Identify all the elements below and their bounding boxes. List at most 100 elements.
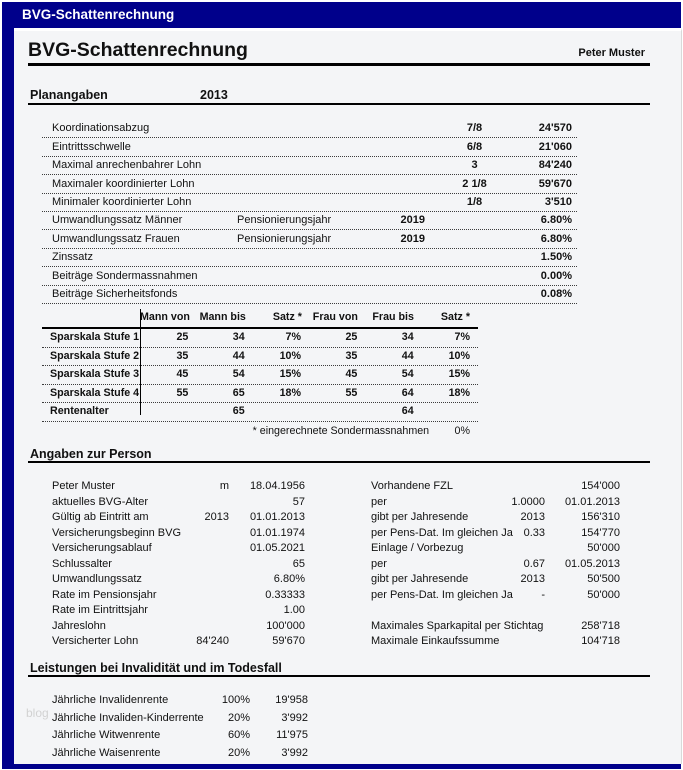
- page-title: BVG-Schattenrechnung: [28, 39, 248, 61]
- person-row-value: 65: [292, 557, 305, 570]
- person-row-value: 156'310: [581, 511, 620, 523]
- person-row-label: Versicherungsablauf: [52, 542, 152, 554]
- plan-row-middle: Pensionierungsjahr: [237, 214, 332, 227]
- cell-mann-von: 25: [176, 331, 189, 343]
- person-row-value: 258'718: [581, 619, 620, 632]
- section-title-person: Angaben zur Person: [30, 447, 152, 461]
- person-row-value: 1.00: [283, 604, 305, 616]
- person-row-middle: 2013: [204, 511, 229, 523]
- person-row-middle: -: [541, 588, 545, 601]
- person-row-label: Jahreslohn: [52, 619, 106, 632]
- person-row-value: 01.01.2013: [249, 511, 305, 523]
- plan-row-value: 0.08%: [540, 287, 572, 300]
- cell-frau-bis: 44: [401, 349, 414, 362]
- benefit-row-label: Jährliche Witwenrente: [52, 729, 161, 741]
- plan-row-middle: Pensionierungsjahr: [237, 232, 332, 245]
- benefit-row-label: Jährliche Invaliden-Kinderrente: [52, 711, 204, 724]
- plan-year: 2013: [200, 88, 228, 102]
- cell-frau-bis: 64: [401, 405, 414, 418]
- person-row-value: 01.01.1974: [249, 526, 305, 539]
- benefit-row-percent: 100%: [221, 694, 250, 706]
- person-row: per Pens-Dat. Im gleichen Ja 0.33 154'77…: [371, 526, 625, 542]
- person-row-value: 154'770: [581, 526, 620, 539]
- plan-table-row: Maximal anrechenbahrer Lohn 3 84'240: [42, 157, 577, 176]
- plan-row-factor: 1/8: [466, 196, 483, 208]
- person-name: Peter Muster: [578, 47, 645, 59]
- sparskala-divider-line: [140, 309, 141, 415]
- person-row: Schlussalter 65: [42, 557, 310, 573]
- plan-row-label: Zinssatz: [52, 251, 93, 264]
- plan-table-row: Eintrittsschwelle 6/8 21'060: [42, 138, 577, 157]
- cell-frau-bis: 34: [401, 331, 414, 343]
- person-row-middle: 2013: [520, 573, 545, 585]
- person-row: Rate im Eintrittsjahr 1.00: [42, 603, 310, 619]
- person-row-label: per Pens-Dat. Im gleichen Ja: [371, 526, 513, 539]
- plan-row-value: 21'060: [538, 140, 572, 153]
- cell-mann-bis: 34: [232, 331, 245, 343]
- sparskala-footnote: * eingerechnete Sondermassnahmen: [252, 424, 430, 437]
- frame-left-stripe: [2, 28, 14, 769]
- person-row-value: 100'000: [266, 619, 305, 632]
- plan-table-row: Beiträge Sicherheitsfonds 0.08%: [42, 286, 577, 304]
- plan-table-row: Zinssatz 1.50%: [42, 249, 577, 268]
- sparskala-row: Sparskala Stufe 4 55 65 18% 55 64 18%: [42, 385, 478, 404]
- plan-table: Koordinationsabzug 7/8 24'570 Eintrittss…: [42, 120, 577, 304]
- cell-satz-m: 7%: [285, 331, 301, 343]
- plan-row-value: 59'670: [538, 177, 572, 190]
- person-right-block: Vorhandene FZL 154'000 per 1.0000 01.01.…: [371, 479, 625, 650]
- person-row-label: per Pens-Dat. Im gleichen Ja: [371, 588, 513, 601]
- person-row: Peter Muster m 18.04.1956: [42, 479, 310, 495]
- plan-table-row: Umwandlungssatz Frauen Pensionierungsjah…: [42, 230, 577, 249]
- plan-row-label: Minimaler koordinierter Lohn: [52, 196, 192, 208]
- plan-row-value: 6.80%: [540, 214, 572, 227]
- person-row: aktuelles BVG-Alter 57: [42, 495, 310, 511]
- cell-satz-m: 15%: [279, 368, 301, 381]
- sparskala-row-label: Rentenalter: [50, 405, 109, 418]
- cell-satz-f: 18%: [448, 386, 470, 399]
- person-row-label: Schlussalter: [52, 557, 112, 570]
- cell-mann-bis: 65: [232, 386, 245, 399]
- person-row-label: Gültig ab Eintritt am: [52, 511, 149, 523]
- plan-row-value: 6.80%: [540, 232, 572, 245]
- plan-row-label: Koordinationsabzug: [52, 122, 150, 135]
- plan-row-value: 84'240: [538, 159, 572, 172]
- person-row: Umwandlungssatz 6.80%: [42, 572, 310, 588]
- person-row-value: 50'000: [587, 542, 620, 554]
- person-row-value: 50'000: [587, 588, 620, 601]
- benefit-row-value: 3'992: [281, 711, 308, 724]
- plan-row-label: Beiträge Sicherheitsfonds: [52, 287, 178, 300]
- sparskala-row: Sparskala Stufe 2 35 44 10% 35 44 10%: [42, 348, 478, 367]
- cell-frau-von: [309, 403, 365, 421]
- col-header-mann-bis: Mann bis: [199, 311, 246, 323]
- person-row-middle: 0.33: [523, 526, 545, 539]
- person-row-value: 104'718: [581, 635, 620, 647]
- cell-mann-bis: 65: [232, 405, 245, 418]
- person-row: per 1.0000 01.01.2013: [371, 495, 625, 511]
- plan-row-value: 3'510: [544, 196, 572, 208]
- sparskala-footnote-row: * eingerechnete Sondermassnahmen 0%: [42, 422, 478, 440]
- person-row-value: 18.04.1956: [249, 480, 305, 492]
- person-left-block: Peter Muster m 18.04.1956 aktuelles BVG-…: [42, 479, 310, 650]
- person-row: Maximale Einkaufssumme 104'718: [371, 634, 625, 650]
- plan-row-label: Eintrittsschwelle: [52, 140, 131, 153]
- window-title: BVG-Schattenrechnung: [22, 7, 175, 22]
- plan-row-factor: 6/8: [466, 140, 483, 153]
- cell-mann-von: 45: [176, 368, 189, 381]
- person-row: Rate im Pensionsjahr 0.33333: [42, 588, 310, 604]
- cell-satz-m: [253, 403, 309, 421]
- watermark: blog: [26, 706, 49, 720]
- cell-frau-von: 55: [345, 386, 358, 399]
- cell-mann-von: 35: [176, 349, 189, 362]
- sparskala-row-label: Sparskala Stufe 2: [50, 349, 140, 362]
- person-row-middle: 2013: [520, 511, 545, 523]
- person-row-middle: 84'240: [196, 635, 229, 647]
- sparskala-header-row: Mann von Mann bis Satz * Frau von Frau b…: [42, 309, 478, 329]
- plan-table-row: Koordinationsabzug 7/8 24'570: [42, 120, 577, 139]
- section-title-leistungen: Leistungen bei Invalidität und im Todesf…: [30, 661, 282, 675]
- person-row-label: Versicherter Lohn: [52, 635, 139, 647]
- frame-bottom-stripe: [2, 764, 681, 769]
- person-row-label: Einlage / Vorbezug: [371, 542, 464, 554]
- sparskala-row: Sparskala Stufe 3 45 54 15% 45 54 15%: [42, 366, 478, 385]
- person-row-label: gibt per Jahresende: [371, 573, 469, 585]
- plan-row-label: Maximaler koordinierter Lohn: [52, 177, 195, 190]
